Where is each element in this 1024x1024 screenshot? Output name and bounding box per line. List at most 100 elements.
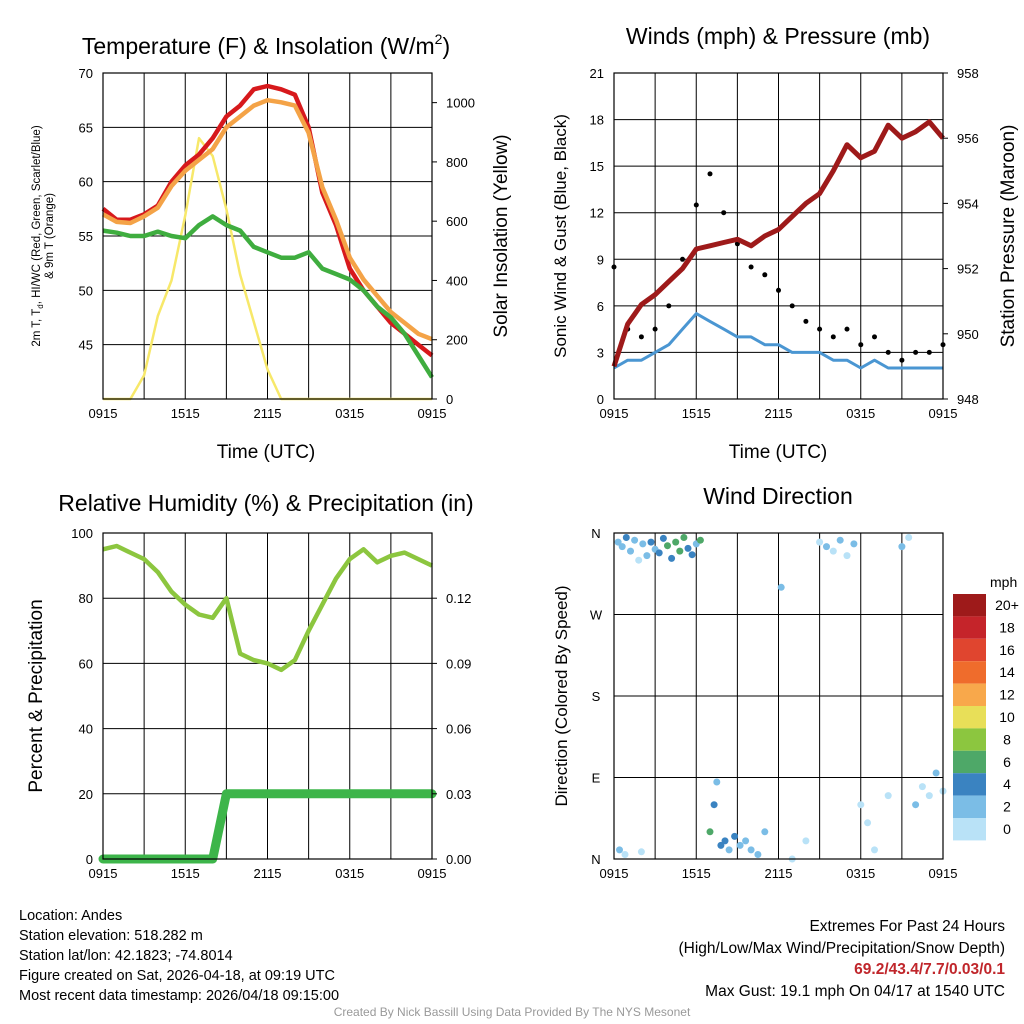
y-tick-label: 100	[71, 526, 93, 541]
y-tick-label: 6	[597, 299, 604, 314]
y2-tick-label: 952	[957, 262, 979, 277]
series-9m-t	[101, 97, 433, 342]
direction-point	[871, 846, 878, 854]
direction-point	[918, 783, 926, 791]
x-tick-label: 1515	[682, 866, 711, 881]
gust-point	[789, 303, 795, 309]
gust-point	[748, 264, 754, 270]
gust-point	[680, 256, 685, 262]
direction-point	[777, 583, 785, 591]
temperature-title: Temperature (F) & Insolation (W/m2)	[82, 31, 450, 59]
direction-point	[710, 801, 718, 809]
gust-point	[844, 326, 850, 332]
gust-point	[652, 326, 658, 332]
direction-point	[684, 544, 692, 552]
direction-point	[850, 540, 858, 548]
station-location: Location: Andes	[19, 908, 123, 924]
winds-title: Winds (mph) & Pressure (mb)	[626, 23, 930, 49]
legend-swatch	[953, 750, 986, 774]
x-tick-label: 0315	[846, 406, 875, 421]
humidity-ylabel: Percent & Precipitation	[26, 599, 47, 792]
direction-point	[731, 832, 739, 840]
direction-point	[621, 851, 629, 858]
y2-tick-label: 0.03	[446, 787, 471, 802]
direction-point	[905, 534, 913, 541]
legend-swatch	[953, 594, 986, 617]
legend-label: 0	[1003, 821, 1011, 837]
winds-panel: Winds (mph) & Pressure (mb) 0915 1515 2115…	[551, 23, 1019, 463]
station-latlon: Station lat/lon: 42.1823; -74.8014	[19, 948, 233, 964]
direction-point	[925, 792, 933, 800]
direction-point	[622, 534, 630, 541]
x-tick-label: 0915	[600, 406, 629, 421]
legend-label: 16	[999, 642, 1015, 658]
y2-tick-label: 400	[446, 273, 468, 288]
series-station-pressure	[611, 119, 945, 368]
legend-swatch	[953, 638, 986, 662]
x-tick-label: 2115	[254, 406, 282, 421]
direction-point	[706, 828, 714, 836]
legend-swatch	[953, 706, 986, 729]
direction-point	[747, 846, 755, 854]
legend-swatch	[953, 818, 986, 841]
direction-point	[631, 536, 639, 544]
max-gust: Max Gust: 19.1 mph On 04/17 at 1540 UTC	[705, 982, 1005, 1000]
y2-tick-label: 948	[957, 392, 979, 407]
direction-point	[688, 551, 696, 559]
x-tick-label: 2115	[254, 866, 282, 881]
temperature-ylabel: 2m T, Td, HI/WC (Red, Green, Scarlet/Blu…	[31, 125, 45, 346]
x-tick-label: 2115	[765, 406, 793, 421]
legend-label: 20+	[995, 597, 1019, 613]
series-sonic-wind	[613, 312, 943, 370]
y-tick-label: 50	[79, 283, 93, 298]
legend-label: 6	[1003, 754, 1011, 770]
direction-title: Wind Direction	[703, 483, 853, 509]
y-tick-label: 60	[79, 175, 93, 190]
direction-ylabel: Direction (Colored By Speed)	[552, 585, 571, 806]
direction-point	[655, 549, 663, 557]
y-tick-label: 21	[590, 66, 604, 81]
y-tick-label: 18	[590, 113, 604, 128]
y-tick-label: N	[591, 852, 600, 867]
y2-tick-label: 800	[446, 155, 468, 170]
y2-tick-label: 200	[446, 333, 468, 348]
winds-ylabel: Sonic Wind & Gust (Blue, Black)	[551, 114, 570, 358]
direction-point	[618, 543, 626, 551]
legend-swatch	[953, 773, 986, 796]
temperature-plot-frame	[102, 72, 433, 400]
direction-plot-frame	[613, 532, 944, 860]
y-tick-label: 40	[79, 722, 93, 737]
gust-point	[830, 334, 836, 340]
legend-swatch	[953, 683, 986, 706]
gust-point	[872, 334, 877, 340]
extremes-values: 69.2/43.4/7.7/0.03/0.1	[854, 961, 1005, 978]
direction-point	[614, 538, 622, 546]
figure-created: Figure created on Sat, 2026-04-18, at 09…	[19, 968, 335, 984]
legend-swatch	[953, 616, 986, 639]
y2-tick-label: 954	[957, 196, 979, 211]
x-tick-label: 0915	[89, 406, 118, 421]
y-tick-label: 9	[597, 252, 604, 267]
direction-point	[857, 801, 865, 809]
y-tick-label: E	[592, 771, 601, 786]
direction-point	[742, 837, 750, 845]
gust-point	[899, 357, 905, 363]
direction-point	[816, 538, 824, 546]
y-tick-label: 55	[79, 229, 93, 244]
y-tick-label: 12	[590, 206, 604, 221]
x-tick-label: 0915	[600, 866, 629, 881]
temperature-xlabel: Time (UTC)	[217, 442, 316, 463]
direction-point	[761, 828, 769, 836]
y-tick-label: 3	[597, 345, 604, 360]
gust-point	[858, 342, 864, 348]
x-tick-label: 0915	[929, 866, 958, 881]
direction-point	[639, 540, 647, 548]
direction-panel: Wind Direction 0915 1515 2115 0315 0915NESWN…	[552, 483, 1019, 881]
x-tick-label: 2115	[765, 866, 793, 881]
legend-title: mph	[990, 574, 1017, 590]
direction-point	[864, 819, 872, 827]
winds-y2label: Station Pressure (Maroon)	[998, 125, 1019, 348]
legend-label: 8	[1003, 731, 1011, 747]
y-tick-label: 45	[79, 338, 93, 353]
direction-point	[668, 554, 676, 562]
